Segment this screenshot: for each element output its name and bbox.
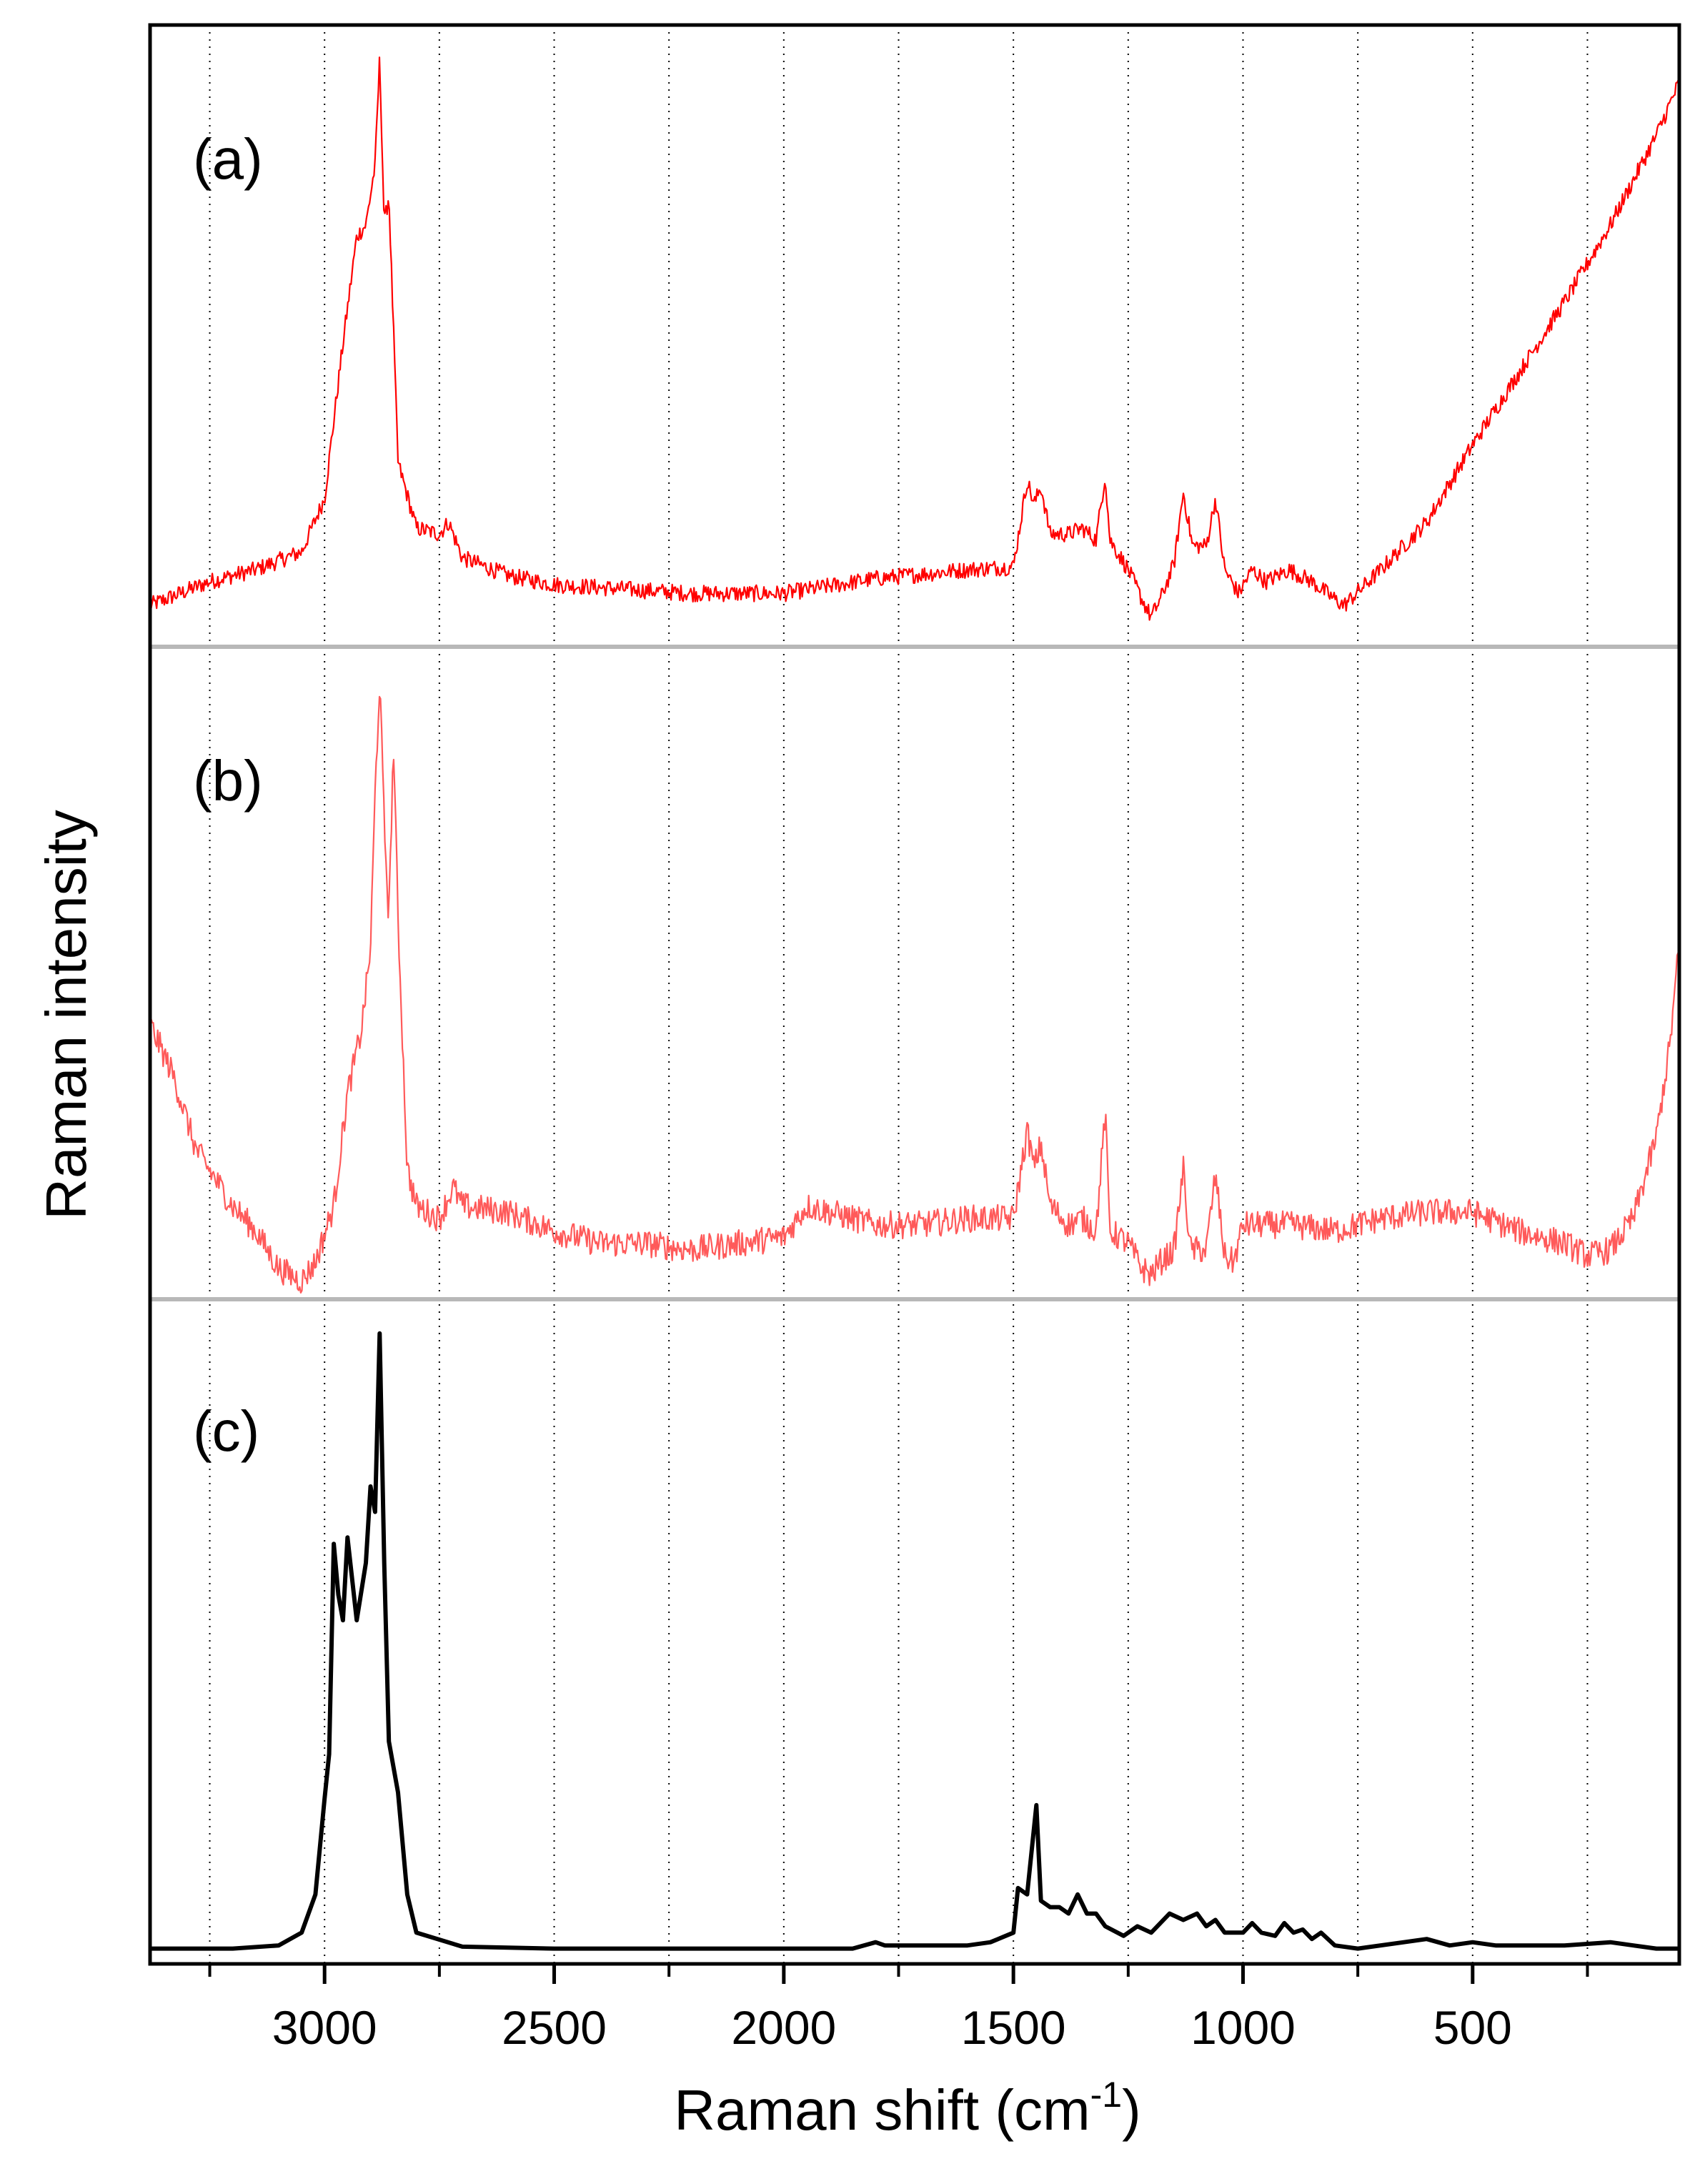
x-tick-label-3000: 3000 [272, 2001, 377, 2054]
x-tick-label-2000: 2000 [731, 2001, 836, 2054]
x-axis: 3000 2500 2000 1500 1000 500 [208, 1964, 1589, 2054]
panel-label-3: (c) [193, 1399, 259, 1463]
gridlines [209, 25, 1589, 1964]
x-tick-label-2500: 2500 [502, 2001, 607, 2054]
panel-separators [150, 645, 1679, 1301]
panel-label-2: (b) [193, 749, 263, 813]
x-tick-label-1000: 1000 [1190, 2001, 1296, 2054]
panel-labels: (a) (b) (c) [193, 127, 263, 1463]
y-axis-title: Raman intensity [34, 810, 98, 1220]
x-axis-title-sup: -1 [1090, 2075, 1122, 2115]
x-tick-label-1500: 1500 [961, 2001, 1066, 2054]
x-axis-title-main: Raman shift (cm [674, 2078, 1090, 2142]
x-axis-title-end: ) [1122, 2078, 1141, 2142]
spectrum-line-2 [149, 695, 1681, 1294]
x-tick-label-500: 500 [1433, 2001, 1512, 2054]
plot-frame [148, 23, 1681, 1966]
spectrum-line-3 [150, 1331, 1679, 1951]
x-axis-title: Raman shift (cm-1) [674, 2075, 1140, 2142]
spectra [149, 56, 1681, 1951]
spectrum-line-1 [149, 56, 1681, 621]
plot-border [148, 23, 1681, 1966]
panel-label-1: (a) [193, 127, 263, 191]
